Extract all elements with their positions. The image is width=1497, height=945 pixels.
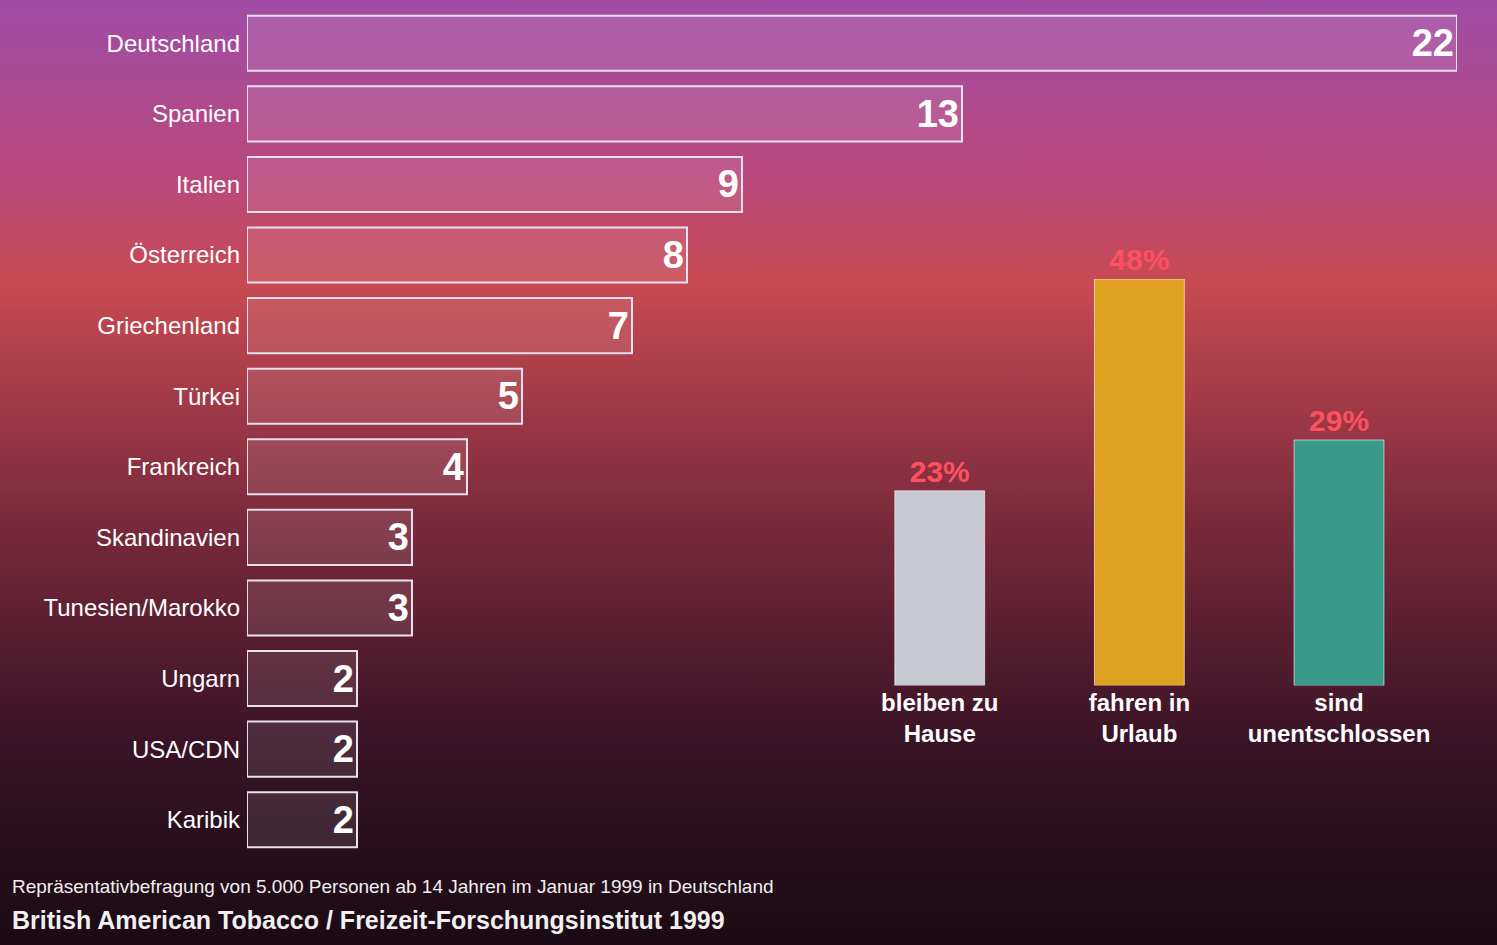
svg-text:9: 9 (718, 163, 739, 205)
svg-text:2: 2 (333, 728, 354, 770)
svg-text:22: 22 (1412, 22, 1454, 64)
svg-text:3: 3 (388, 587, 409, 629)
svg-text:23%: 23% (910, 455, 970, 488)
svg-text:7: 7 (608, 305, 629, 347)
svg-text:13: 13 (917, 93, 959, 135)
svg-text:British American Tobacco / Fre: British American Tobacco / Freizeit-Fors… (12, 906, 725, 934)
svg-text:Skandinavien: Skandinavien (96, 524, 240, 551)
svg-text:5: 5 (498, 375, 519, 417)
svg-text:Türkei: Türkei (173, 383, 240, 410)
svg-text:8: 8 (663, 234, 684, 276)
svg-text:Spanien: Spanien (152, 100, 240, 127)
svg-text:Ungarn: Ungarn (161, 665, 240, 692)
svg-text:2: 2 (333, 658, 354, 700)
svg-text:Griechenland: Griechenland (97, 312, 240, 339)
svg-text:Italien: Italien (176, 171, 240, 198)
svg-text:Frankreich: Frankreich (127, 453, 240, 480)
svg-text:fahren inUrlaub: fahren inUrlaub (1089, 689, 1190, 747)
svg-text:4: 4 (443, 446, 464, 488)
svg-text:Tunesien/Marokko: Tunesien/Marokko (43, 594, 240, 621)
svg-text:2: 2 (333, 799, 354, 841)
svg-text:29%: 29% (1309, 404, 1369, 437)
svg-text:Deutschland: Deutschland (107, 30, 240, 57)
svg-text:48%: 48% (1109, 243, 1169, 276)
svg-text:3: 3 (388, 516, 409, 558)
svg-text:bleiben zuHause: bleiben zuHause (881, 689, 998, 747)
svg-text:sindunentschlossen: sindunentschlossen (1248, 689, 1431, 747)
svg-text:Karibik: Karibik (167, 806, 241, 833)
svg-text:Österreich: Österreich (129, 241, 240, 268)
svg-text:Repräsentativbefragung von 5.0: Repräsentativbefragung von 5.000 Persone… (12, 876, 774, 897)
svg-text:USA/CDN: USA/CDN (132, 736, 240, 763)
